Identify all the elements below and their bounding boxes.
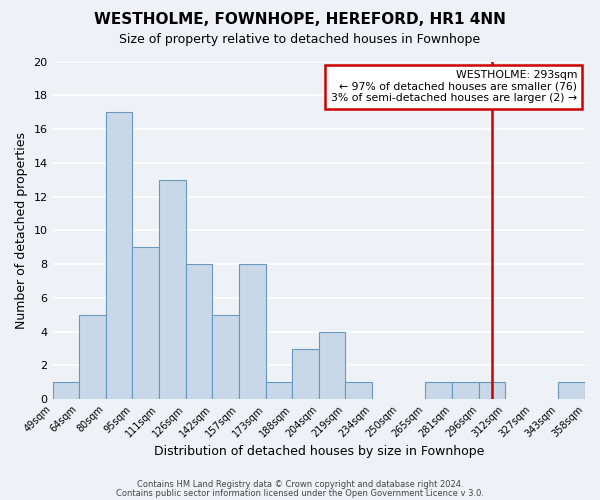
Text: Contains public sector information licensed under the Open Government Licence v : Contains public sector information licen… <box>116 489 484 498</box>
Text: WESTHOLME, FOWNHOPE, HEREFORD, HR1 4NN: WESTHOLME, FOWNHOPE, HEREFORD, HR1 4NN <box>94 12 506 28</box>
Bar <box>79 315 106 399</box>
Text: Size of property relative to detached houses in Fownhope: Size of property relative to detached ho… <box>119 32 481 46</box>
Bar <box>292 348 319 399</box>
Bar <box>212 315 239 399</box>
Bar <box>53 382 79 399</box>
Bar <box>425 382 452 399</box>
Bar <box>133 247 159 399</box>
Bar <box>266 382 292 399</box>
Bar <box>159 180 185 399</box>
Bar <box>185 264 212 399</box>
Bar <box>106 112 133 399</box>
Text: Contains HM Land Registry data © Crown copyright and database right 2024.: Contains HM Land Registry data © Crown c… <box>137 480 463 489</box>
Bar <box>239 264 266 399</box>
Bar <box>559 382 585 399</box>
Bar <box>452 382 479 399</box>
X-axis label: Distribution of detached houses by size in Fownhope: Distribution of detached houses by size … <box>154 444 484 458</box>
Bar <box>346 382 372 399</box>
Bar <box>479 382 505 399</box>
Bar <box>319 332 346 399</box>
Y-axis label: Number of detached properties: Number of detached properties <box>15 132 28 329</box>
Text: WESTHOLME: 293sqm
← 97% of detached houses are smaller (76)
3% of semi-detached : WESTHOLME: 293sqm ← 97% of detached hous… <box>331 70 577 103</box>
